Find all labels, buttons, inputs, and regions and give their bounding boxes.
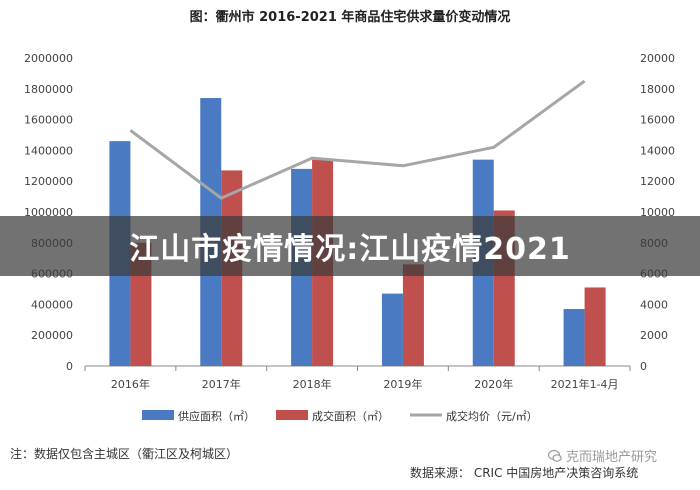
legend-label: 成交面积（㎡） [312,409,389,423]
y-left-tick-label: 200000 [31,329,73,342]
data-note: 注：数据仅包含主城区（衢江区及柯城区） [10,447,239,461]
y-left-tick-label: 2000000 [24,52,73,65]
y-right-tick-label: 10000 [640,206,675,219]
y-right-tick-label: 2000 [640,329,668,342]
y-left-tick-label: 1200000 [24,175,73,188]
line-avg-price [129,79,586,200]
y-left-tick-label: 1400000 [24,144,73,157]
overlay-title: 江山市疫情情况:江山疫情2021 [129,232,571,267]
legend-label: 供应面积（㎡） [178,409,255,423]
y-left-tick-label: 400000 [31,298,73,311]
y-left-tick-label: 1000000 [24,206,73,219]
x-tick-label: 2018年 [293,377,332,391]
legend-label: 成交均价（元/㎡） [446,409,538,423]
y-right-tick-label: 14000 [640,144,675,157]
data-source: 数据来源： CRIC 中国房地产决策咨询系统 [410,466,639,480]
y-right-tick-label: 16000 [640,114,675,127]
watermark: 克而瑞地产研究 [548,446,657,465]
x-tick-label: 2019年 [383,377,422,391]
y-right-tick-label: 12000 [640,175,675,188]
bar-supply [381,293,403,366]
y-left-tick-label: 0 [66,360,73,373]
x-tick-label: 2016年 [111,377,150,391]
legend-swatch [276,410,308,420]
x-tick-label: 2021年1-4月 [551,377,619,391]
bar-transaction [584,287,606,366]
bar-supply [563,309,585,366]
y-left-tick-label: 1600000 [24,114,73,127]
overlay-banner: 江山市疫情情况:江山疫情2021 [0,216,700,276]
wechat-icon [548,449,562,462]
y-right-tick-label: 4000 [640,298,668,311]
x-tick-label: 2020年 [474,377,513,391]
y-right-tick-label: 0 [640,360,647,373]
legend-swatch [142,410,174,420]
watermark-text: 克而瑞地产研究 [566,450,658,465]
y-right-tick-label: 20000 [640,52,675,65]
x-tick-label: 2017年 [202,377,241,391]
y-right-tick-label: 18000 [640,83,675,96]
bar-transaction [402,264,424,366]
y-left-tick-label: 1800000 [24,83,73,96]
chart-title: 图：衢州市 2016-2021 年商品住宅供求量价变动情况 [189,10,511,25]
